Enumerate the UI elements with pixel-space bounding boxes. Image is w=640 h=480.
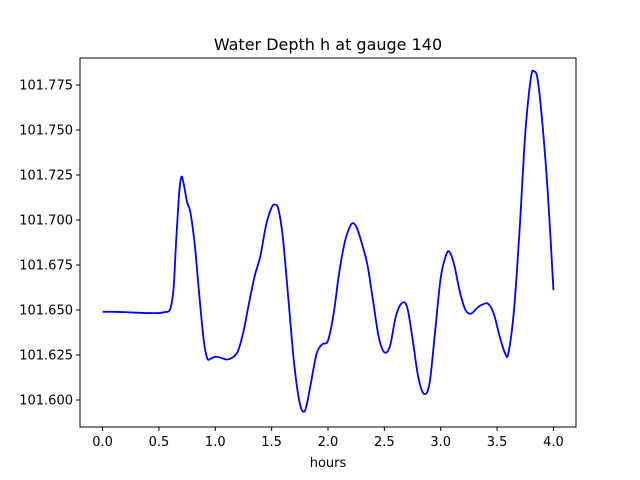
x-tick-label: 0.5 [149, 435, 170, 450]
x-axis: 0.0 0.5 1.0 1.5 2.0 2.5 3.0 3.5 4.0 [92, 427, 564, 450]
x-tick-label: 1.0 [205, 435, 226, 450]
x-axis-label: hours [310, 456, 347, 471]
plot-frame [79, 57, 577, 428]
x-tick-label: 4.0 [543, 435, 564, 450]
x-tick-label: 0.0 [92, 435, 113, 450]
x-tick-label: 3.5 [487, 435, 508, 450]
y-axis: 101.600 101.625 101.650 101.675 101.700 101.7… [19, 79, 80, 409]
x-tick-label: 3.0 [430, 435, 451, 450]
x-tick-label: 1.5 [261, 435, 282, 450]
chart-title: Water Depth h at gauge 140 [214, 35, 442, 54]
y-tick-label: 101.750 [19, 124, 73, 139]
y-tick-label: 101.600 [19, 394, 73, 409]
y-tick-label: 101.700 [19, 214, 73, 229]
y-tick-label: 101.775 [19, 79, 73, 94]
x-tick-label: 2.5 [374, 435, 395, 450]
y-tick-label: 101.725 [19, 169, 73, 184]
x-tick-label: 2.0 [318, 435, 339, 450]
series-line [102, 69, 555, 413]
y-tick-label: 101.675 [19, 259, 73, 274]
y-tick-label: 101.650 [19, 304, 73, 319]
y-tick-label: 101.625 [19, 349, 73, 364]
